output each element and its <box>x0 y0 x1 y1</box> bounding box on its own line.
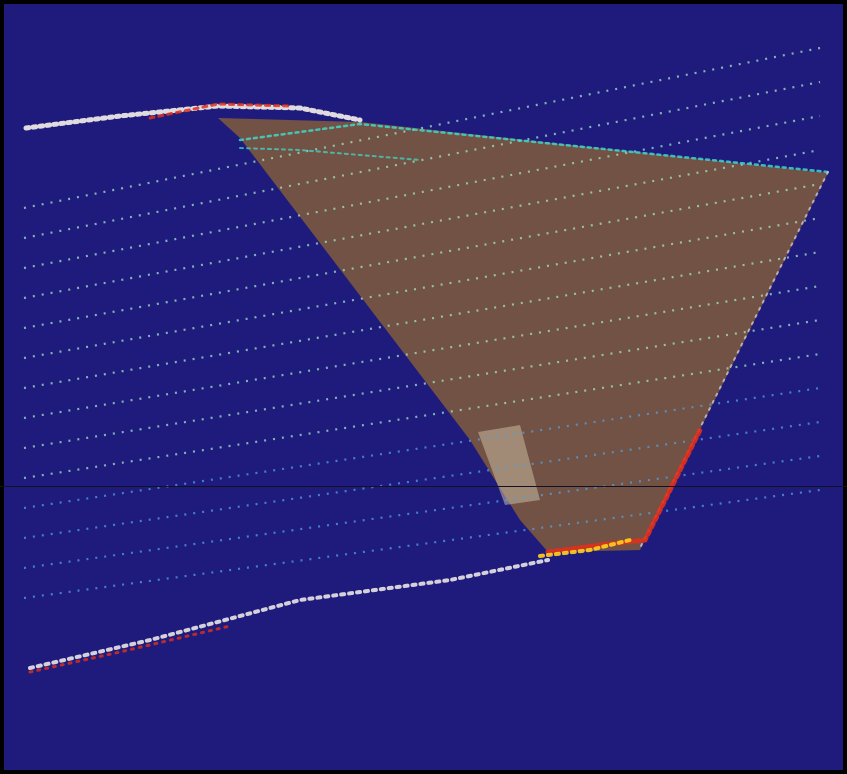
plane-inner-glow <box>239 147 421 161</box>
scan-line <box>23 80 821 240</box>
plane-bottom-hot-yellow <box>538 538 632 558</box>
scan-line-group <box>23 46 821 600</box>
plane-right-edge <box>639 171 829 549</box>
scan-line <box>23 46 821 210</box>
lower-ridge-white <box>28 558 550 670</box>
top-ridge-red <box>148 102 292 120</box>
plane-top-edge <box>238 122 830 174</box>
edge-highlight-group <box>23 102 830 674</box>
lower-ridge-red <box>28 624 232 674</box>
horizontal-divider <box>0 486 847 487</box>
top-ridge-white <box>23 103 363 131</box>
scan-line <box>23 114 821 270</box>
plane-bottom-hot-red <box>545 427 703 555</box>
inset-patch <box>478 425 540 505</box>
